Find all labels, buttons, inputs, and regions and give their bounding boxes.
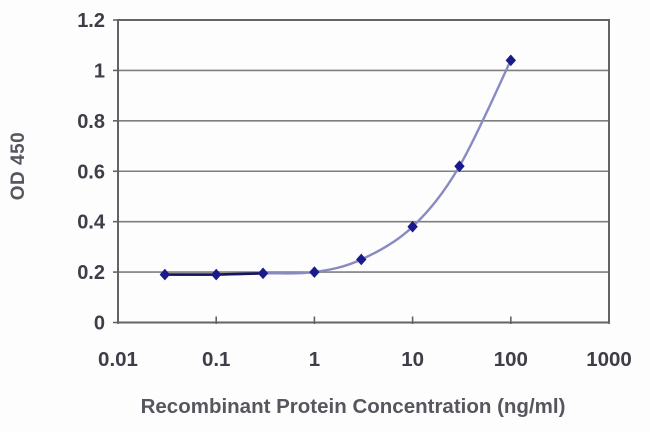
data-point-marker <box>257 267 269 280</box>
x-tick-label: 100 <box>494 348 528 371</box>
x-tick-label: 10 <box>401 348 424 371</box>
x-tick-label: 1000 <box>586 348 632 371</box>
y-tick-label: 0.6 <box>77 161 105 183</box>
y-tick-label: 0.4 <box>77 212 106 234</box>
x-tick-label: 0.1 <box>202 348 231 371</box>
data-point-marker <box>159 268 171 281</box>
y-axis-title: OD 450 <box>8 131 29 201</box>
data-point-marker <box>505 54 516 67</box>
x-axis-title: Recombinant Protein Concentration (ng/ml… <box>140 395 566 418</box>
x-tick-label: 0.01 <box>98 348 138 371</box>
x-tick-label: 1 <box>309 348 320 371</box>
data-point-marker <box>211 268 222 281</box>
data-point-marker <box>407 220 418 233</box>
data-point-marker <box>309 266 320 278</box>
y-tick-label: 0.2 <box>77 262 105 284</box>
y-tick-label: 0.8 <box>77 111 105 133</box>
data-point-marker <box>454 160 465 173</box>
y-tick-label: 1.2 <box>77 10 105 32</box>
y-tick-label: 1 <box>94 60 105 82</box>
y-tick-label: 0 <box>94 313 105 335</box>
data-point-marker <box>356 253 367 266</box>
